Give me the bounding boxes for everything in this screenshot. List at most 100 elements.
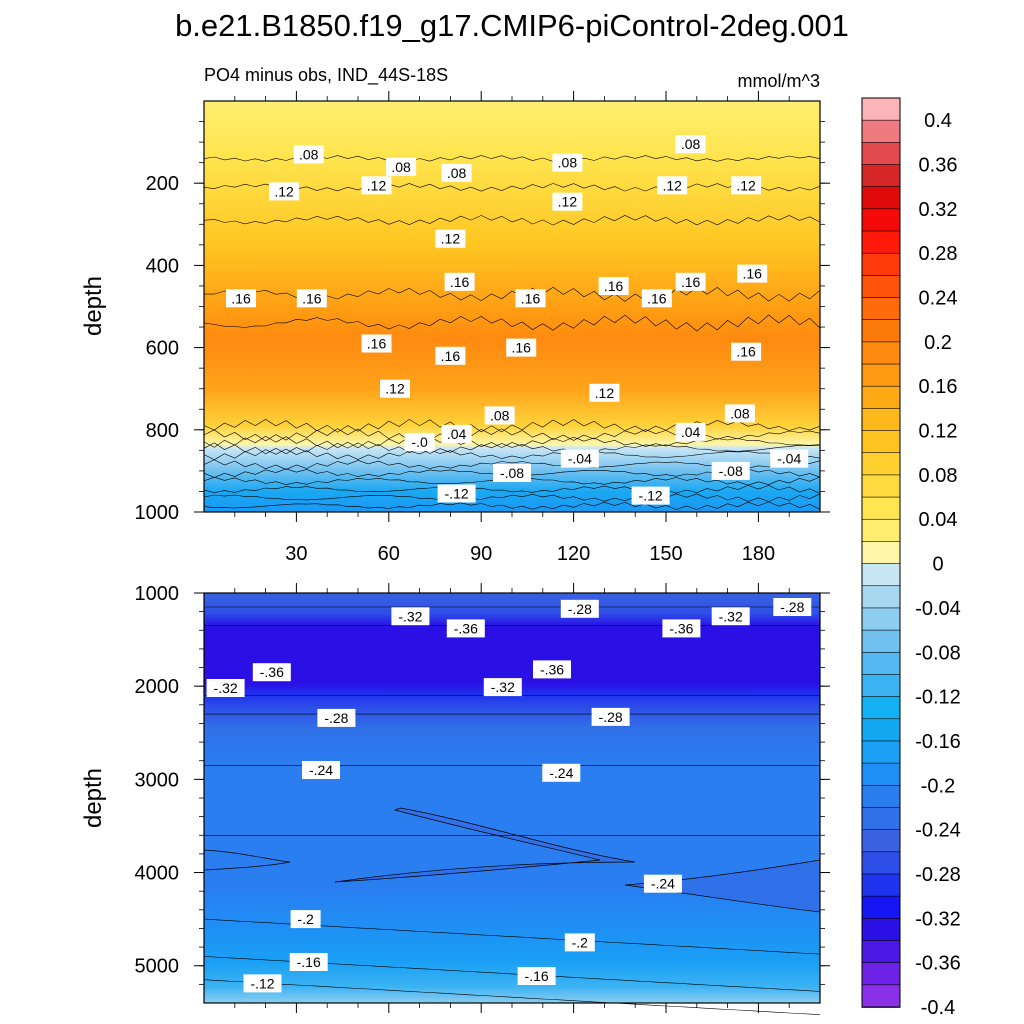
lower-contour-label-text: -.32 xyxy=(719,608,743,624)
colorbar-swatch xyxy=(861,541,901,565)
upper-contour-label: .12 xyxy=(589,383,620,402)
upper-contour-label-text: .12 xyxy=(662,177,682,193)
upper-contour-label-text: -.04 xyxy=(568,451,592,467)
colorbar-swatch xyxy=(861,474,901,498)
colorbar-swatch xyxy=(861,784,901,809)
lower-contour-label-text: -.2 xyxy=(572,934,589,950)
lower-ytick-label: 5000 xyxy=(135,956,180,978)
lower-contour-label-text: -.36 xyxy=(540,661,564,677)
lower-contour-label: -.36 xyxy=(662,619,701,638)
lower-contour-label: -.2 xyxy=(564,933,595,952)
lower-contour-label: -.32 xyxy=(206,679,245,697)
upper-contour-label: .08 xyxy=(484,406,515,425)
upper-contour-line xyxy=(203,493,821,502)
colorbar-swatch xyxy=(861,962,901,986)
colorbar-swatch xyxy=(861,895,901,920)
lower-contour-label: -.32 xyxy=(711,607,750,626)
upper-xtick-label: 180 xyxy=(742,543,775,565)
upper-contour-label: .04 xyxy=(675,422,706,441)
colorbar-label: -0.12 xyxy=(915,687,961,709)
lower-contour-label-text: -.28 xyxy=(599,709,623,725)
upper-ylabel: depth xyxy=(80,276,107,336)
upper-contour-label: .16 xyxy=(515,289,546,308)
upper-contour-label: .08 xyxy=(386,157,417,176)
colorbar-swatch xyxy=(861,297,901,321)
lower-contour-label-text: -.24 xyxy=(549,765,573,781)
upper-contour-label-text: .16 xyxy=(511,340,531,356)
upper-contour-label: .12 xyxy=(380,379,410,398)
lower-field xyxy=(204,593,820,1003)
upper-contour-label-text: -.08 xyxy=(719,463,743,479)
lower-blob-mid xyxy=(334,807,636,883)
colorbar-swatch xyxy=(861,97,901,121)
lower-contour-label: -.28 xyxy=(560,599,599,618)
lower-contour-label: -.32 xyxy=(391,607,430,626)
colorbar-swatch xyxy=(861,119,901,144)
colorbar-swatch xyxy=(861,918,901,942)
lower-contour-label-text: -.36 xyxy=(260,664,284,680)
lower-contour-label: -.24 xyxy=(302,761,340,779)
colorbar-label: 0.12 xyxy=(919,421,958,443)
upper-contour-label: -.12 xyxy=(437,484,476,503)
upper-ytick-label: 400 xyxy=(146,255,179,277)
colorbar-label: 0.04 xyxy=(919,509,958,531)
panel-title: PO4 minus obs, IND_44S-18S xyxy=(204,65,448,86)
lower-contour-label-text: -.28 xyxy=(324,710,348,726)
upper-contour-label-text: .16 xyxy=(302,290,322,306)
units-label: mmol/m^3 xyxy=(738,71,820,91)
upper-contour-line xyxy=(203,418,821,433)
lower-contour-label-text: -.28 xyxy=(780,599,804,615)
upper-contour-label: .08 xyxy=(724,404,755,423)
colorbar-swatch xyxy=(861,651,901,676)
colorbar-label: -0.04 xyxy=(915,598,961,620)
upper-contour-label: .16 xyxy=(361,334,392,353)
colorbar-swatch xyxy=(861,275,901,299)
colorbar-swatch xyxy=(861,696,901,720)
colorbar-swatch xyxy=(861,252,901,277)
upper-contour-line xyxy=(203,485,821,494)
upper-contour-label-text: .08 xyxy=(681,136,701,152)
upper-contour-label: .16 xyxy=(506,338,537,357)
lower-ytick-label: 4000 xyxy=(135,863,180,885)
upper-contour-label-text: .16 xyxy=(367,336,387,352)
upper-contour-line xyxy=(203,428,821,442)
upper-contour-label-text: .12 xyxy=(367,177,387,193)
lower-contour-label: -.32 xyxy=(483,678,522,697)
upper-contour-label-text: .16 xyxy=(604,278,624,294)
colorbar-label: 0.28 xyxy=(919,243,958,265)
upper-contour-label-text: -.12 xyxy=(639,488,663,504)
lower-contour-label: -.36 xyxy=(533,660,571,679)
lower-contour-label: -.36 xyxy=(252,663,291,682)
upper-contour-label-text: .12 xyxy=(595,385,615,401)
upper-contour-label-text: -.12 xyxy=(445,486,469,502)
lower-contour-label: -.36 xyxy=(446,619,485,638)
colorbar-swatch xyxy=(861,607,901,631)
colorbar-label: -0.4 xyxy=(921,997,955,1019)
upper-contour-label-text: .08 xyxy=(447,165,467,181)
upper-contour-label: .16 xyxy=(675,272,706,291)
upper-contour-label: .16 xyxy=(731,342,762,361)
colorbar-label: 0.24 xyxy=(919,288,958,310)
lower-contour-label-text: -.32 xyxy=(398,608,422,624)
upper-contour-label: .08 xyxy=(552,153,583,172)
upper-contour-label-text: -.0 xyxy=(411,434,428,450)
upper-contour-label-text: .16 xyxy=(742,266,762,282)
upper-ytick-label: 200 xyxy=(146,173,179,195)
colorbar-label: -0.24 xyxy=(915,820,961,842)
upper-contour-label: -.0 xyxy=(404,433,435,452)
upper-contour-label: .12 xyxy=(731,176,762,195)
colorbar-label: 0 xyxy=(932,554,943,576)
lower-contour-label-text: -.2 xyxy=(297,911,314,927)
colorbar-label: -0.32 xyxy=(915,908,961,930)
lower-blob-left xyxy=(203,849,291,871)
upper-contour-label-text: .16 xyxy=(450,274,470,290)
lower-ytick-label: 2000 xyxy=(135,676,180,698)
colorbar-swatch xyxy=(861,518,901,543)
upper-contour-label: .16 xyxy=(226,289,256,308)
upper-contour-line xyxy=(203,214,821,226)
lower-contour-label: -.2 xyxy=(290,910,321,929)
upper-contour-label: .08 xyxy=(293,145,324,164)
upper-contour-label-text: .12 xyxy=(736,177,756,193)
upper-contour-label: .12 xyxy=(361,176,392,195)
